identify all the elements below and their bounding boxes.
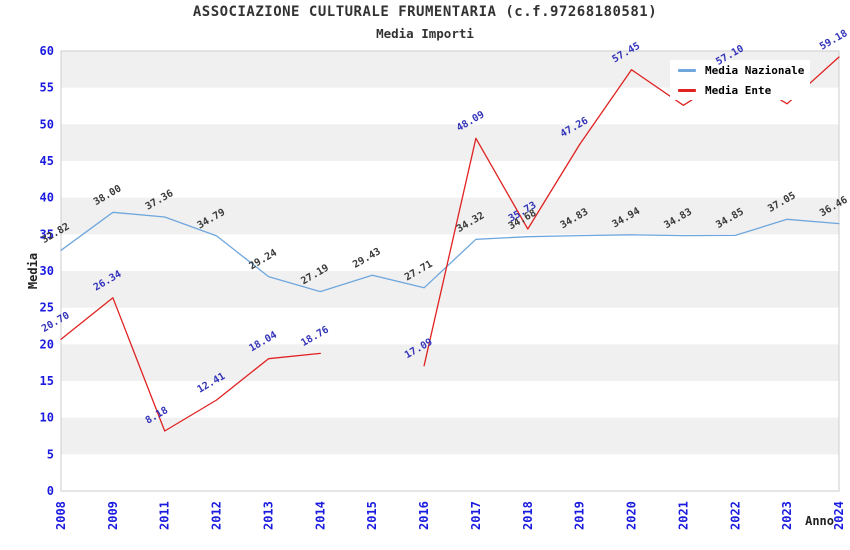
y-tick-label: 60 <box>40 44 54 58</box>
legend-line-swatch-red <box>678 88 696 92</box>
x-tick-label: 2017 <box>469 501 483 530</box>
y-tick-label: 25 <box>40 301 54 315</box>
x-tick-label: 2024 <box>832 501 846 530</box>
legend-line-swatch-blue <box>678 68 696 72</box>
y-tick-label: 0 <box>47 484 54 498</box>
grid-band <box>61 124 839 161</box>
grid-band <box>61 344 839 381</box>
y-tick-label: 5 <box>47 447 54 461</box>
grid-band <box>61 271 839 308</box>
y-tick-label: 45 <box>40 154 54 168</box>
series-line-media-ente <box>60 297 321 432</box>
x-tick-label: 2018 <box>521 501 535 530</box>
x-tick-label: 2023 <box>780 501 794 530</box>
x-tick-label: 2022 <box>728 501 742 530</box>
plot-border <box>60 50 840 492</box>
x-tick-label: 2008 <box>54 501 68 530</box>
legend-item-media-nazionale: Media Nazionale <box>670 60 810 80</box>
legend-label: Media Nazionale <box>705 63 805 77</box>
y-tick-label: 30 <box>40 264 54 278</box>
legend: Media Nazionale Media Ente <box>670 60 810 100</box>
y-tick-label: 10 <box>40 411 54 425</box>
x-axis-label: Anno <box>805 514 834 528</box>
x-tick-label: 2020 <box>625 501 639 530</box>
y-tick-label: 55 <box>40 81 54 95</box>
y-tick-label: 35 <box>40 227 54 241</box>
x-tick-label: 2014 <box>313 501 327 530</box>
grid-band <box>61 417 839 455</box>
chart-title: ASSOCIAZIONE CULTURALE FRUMENTARIA (c.f.… <box>192 4 658 20</box>
y-tick-label: 50 <box>40 117 54 131</box>
y-tick-label: 20 <box>40 337 54 351</box>
x-tick-label: 2021 <box>676 501 690 530</box>
x-tick-label: 2011 <box>158 501 172 530</box>
y-tick-label: 15 <box>40 374 54 388</box>
x-tick-label: 2016 <box>417 501 431 530</box>
legend-item-media-ente: Media Ente <box>670 80 810 100</box>
series-line-media-nazionale <box>60 211 840 293</box>
x-tick-label: 2012 <box>210 501 224 530</box>
y-tick-label: 40 <box>40 191 54 205</box>
grid-band <box>61 197 839 235</box>
x-tick-label: 2015 <box>365 501 379 530</box>
x-tick-label: 2013 <box>261 501 275 530</box>
legend-label: Media Ente <box>705 83 772 97</box>
x-tick-label: 2019 <box>573 501 587 530</box>
x-tick-label: 2009 <box>106 501 120 530</box>
chart-subtitle: Media Importi <box>376 26 474 41</box>
